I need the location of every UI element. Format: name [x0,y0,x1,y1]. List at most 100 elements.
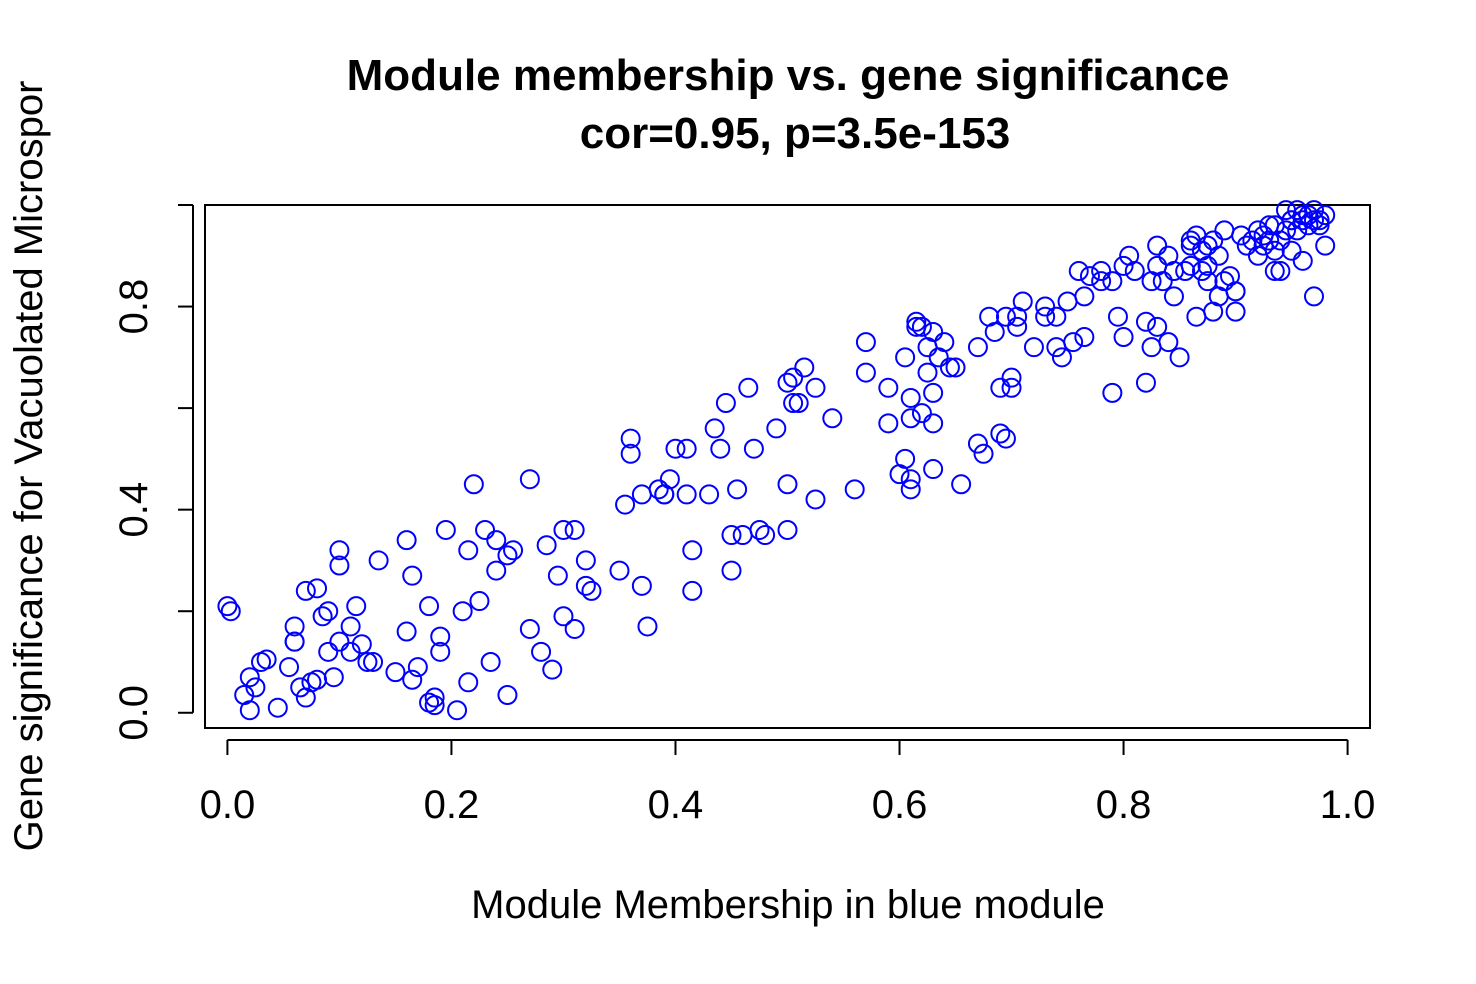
data-point [279,657,300,678]
data-point [1147,235,1168,256]
x-tick-label: 0.6 [872,783,928,827]
data-point [895,448,916,469]
data-point [1051,347,1072,368]
data-point [738,377,759,398]
data-point [1292,250,1313,271]
data-point [967,433,988,454]
data-point [783,393,804,414]
data-point [727,479,748,500]
data-point [340,616,361,637]
data-point [256,649,277,670]
x-tick-label: 0.8 [1096,783,1152,827]
data-point [497,684,518,705]
plot-frame [204,204,1371,729]
chart-title: Module membership vs. gene significance [347,51,1230,100]
y-tick-label: 0.0 [112,685,156,741]
data-point [245,677,266,698]
data-point [1253,235,1274,256]
data-point [777,372,798,393]
data-point [1236,235,1257,256]
data-point [1264,261,1285,282]
data-point [637,616,658,637]
data-point [486,560,507,581]
data-point [715,393,736,414]
data-point [346,596,367,617]
data-point [1135,311,1156,332]
data-point [553,606,574,627]
data-point [486,530,507,551]
data-point [1063,332,1084,353]
x-tick-label: 0.4 [648,783,704,827]
data-point [424,687,445,708]
data-point [1197,255,1218,276]
data-point [995,306,1016,327]
data-point [1303,210,1324,231]
data-point [777,519,798,540]
data-point [234,684,255,705]
data-point [783,367,804,388]
data-point [1180,235,1201,256]
data-point [895,347,916,368]
data-point [1152,271,1173,292]
data-point [542,659,563,680]
x-axis-label: Module Membership in blue module [471,883,1105,927]
data-point [984,321,1005,342]
data-point [1197,271,1218,292]
data-point [1253,225,1274,246]
data-point [435,519,456,540]
data-point [575,550,596,571]
data-point [1191,261,1212,282]
data-point [564,519,585,540]
data-point [699,484,720,505]
data-point [900,479,921,500]
data-point [1113,327,1134,348]
chart-subtitle: cor=0.95, p=3.5e-153 [580,109,1011,158]
data-point [1074,286,1095,307]
data-point [329,555,350,576]
data-point [1074,327,1095,348]
data-point [1225,301,1246,322]
data-point [676,484,697,505]
data-point [906,311,927,332]
data-point [329,540,350,561]
data-point [939,357,960,378]
data-point [923,413,944,434]
data-point [419,596,440,617]
data-point [1281,210,1302,231]
data-point [447,700,468,721]
data-point [284,616,305,637]
data-point [1270,261,1291,282]
data-point [755,525,776,546]
data-point [1309,210,1330,231]
data-point [1180,255,1201,276]
data-point [402,669,423,690]
x-tick-label: 0.2 [424,783,480,827]
data-point [967,337,988,358]
data-point [295,580,316,601]
data-point [1068,261,1089,282]
data-point [1023,337,1044,358]
y-axis: 0.0 0.4 0.8 [112,204,194,741]
data-point [615,494,636,515]
data-point [917,362,938,383]
data-point [990,377,1011,398]
data-point [351,634,372,655]
data-point [620,428,641,449]
data-point [396,621,417,642]
data-point [631,484,652,505]
x-tick-label: 0.0 [200,783,256,827]
data-point [665,438,686,459]
data-point [743,438,764,459]
data-point [1007,316,1028,337]
data-point [1046,337,1067,358]
data-point [844,479,865,500]
data-point [1001,377,1022,398]
data-point [1275,200,1296,221]
data-point [1035,296,1056,317]
y-tick-label: 0.4 [112,482,156,538]
data-point [911,403,932,424]
data-point [1107,306,1128,327]
data-point [682,540,703,561]
data-point [239,667,260,688]
data-point [620,443,641,464]
